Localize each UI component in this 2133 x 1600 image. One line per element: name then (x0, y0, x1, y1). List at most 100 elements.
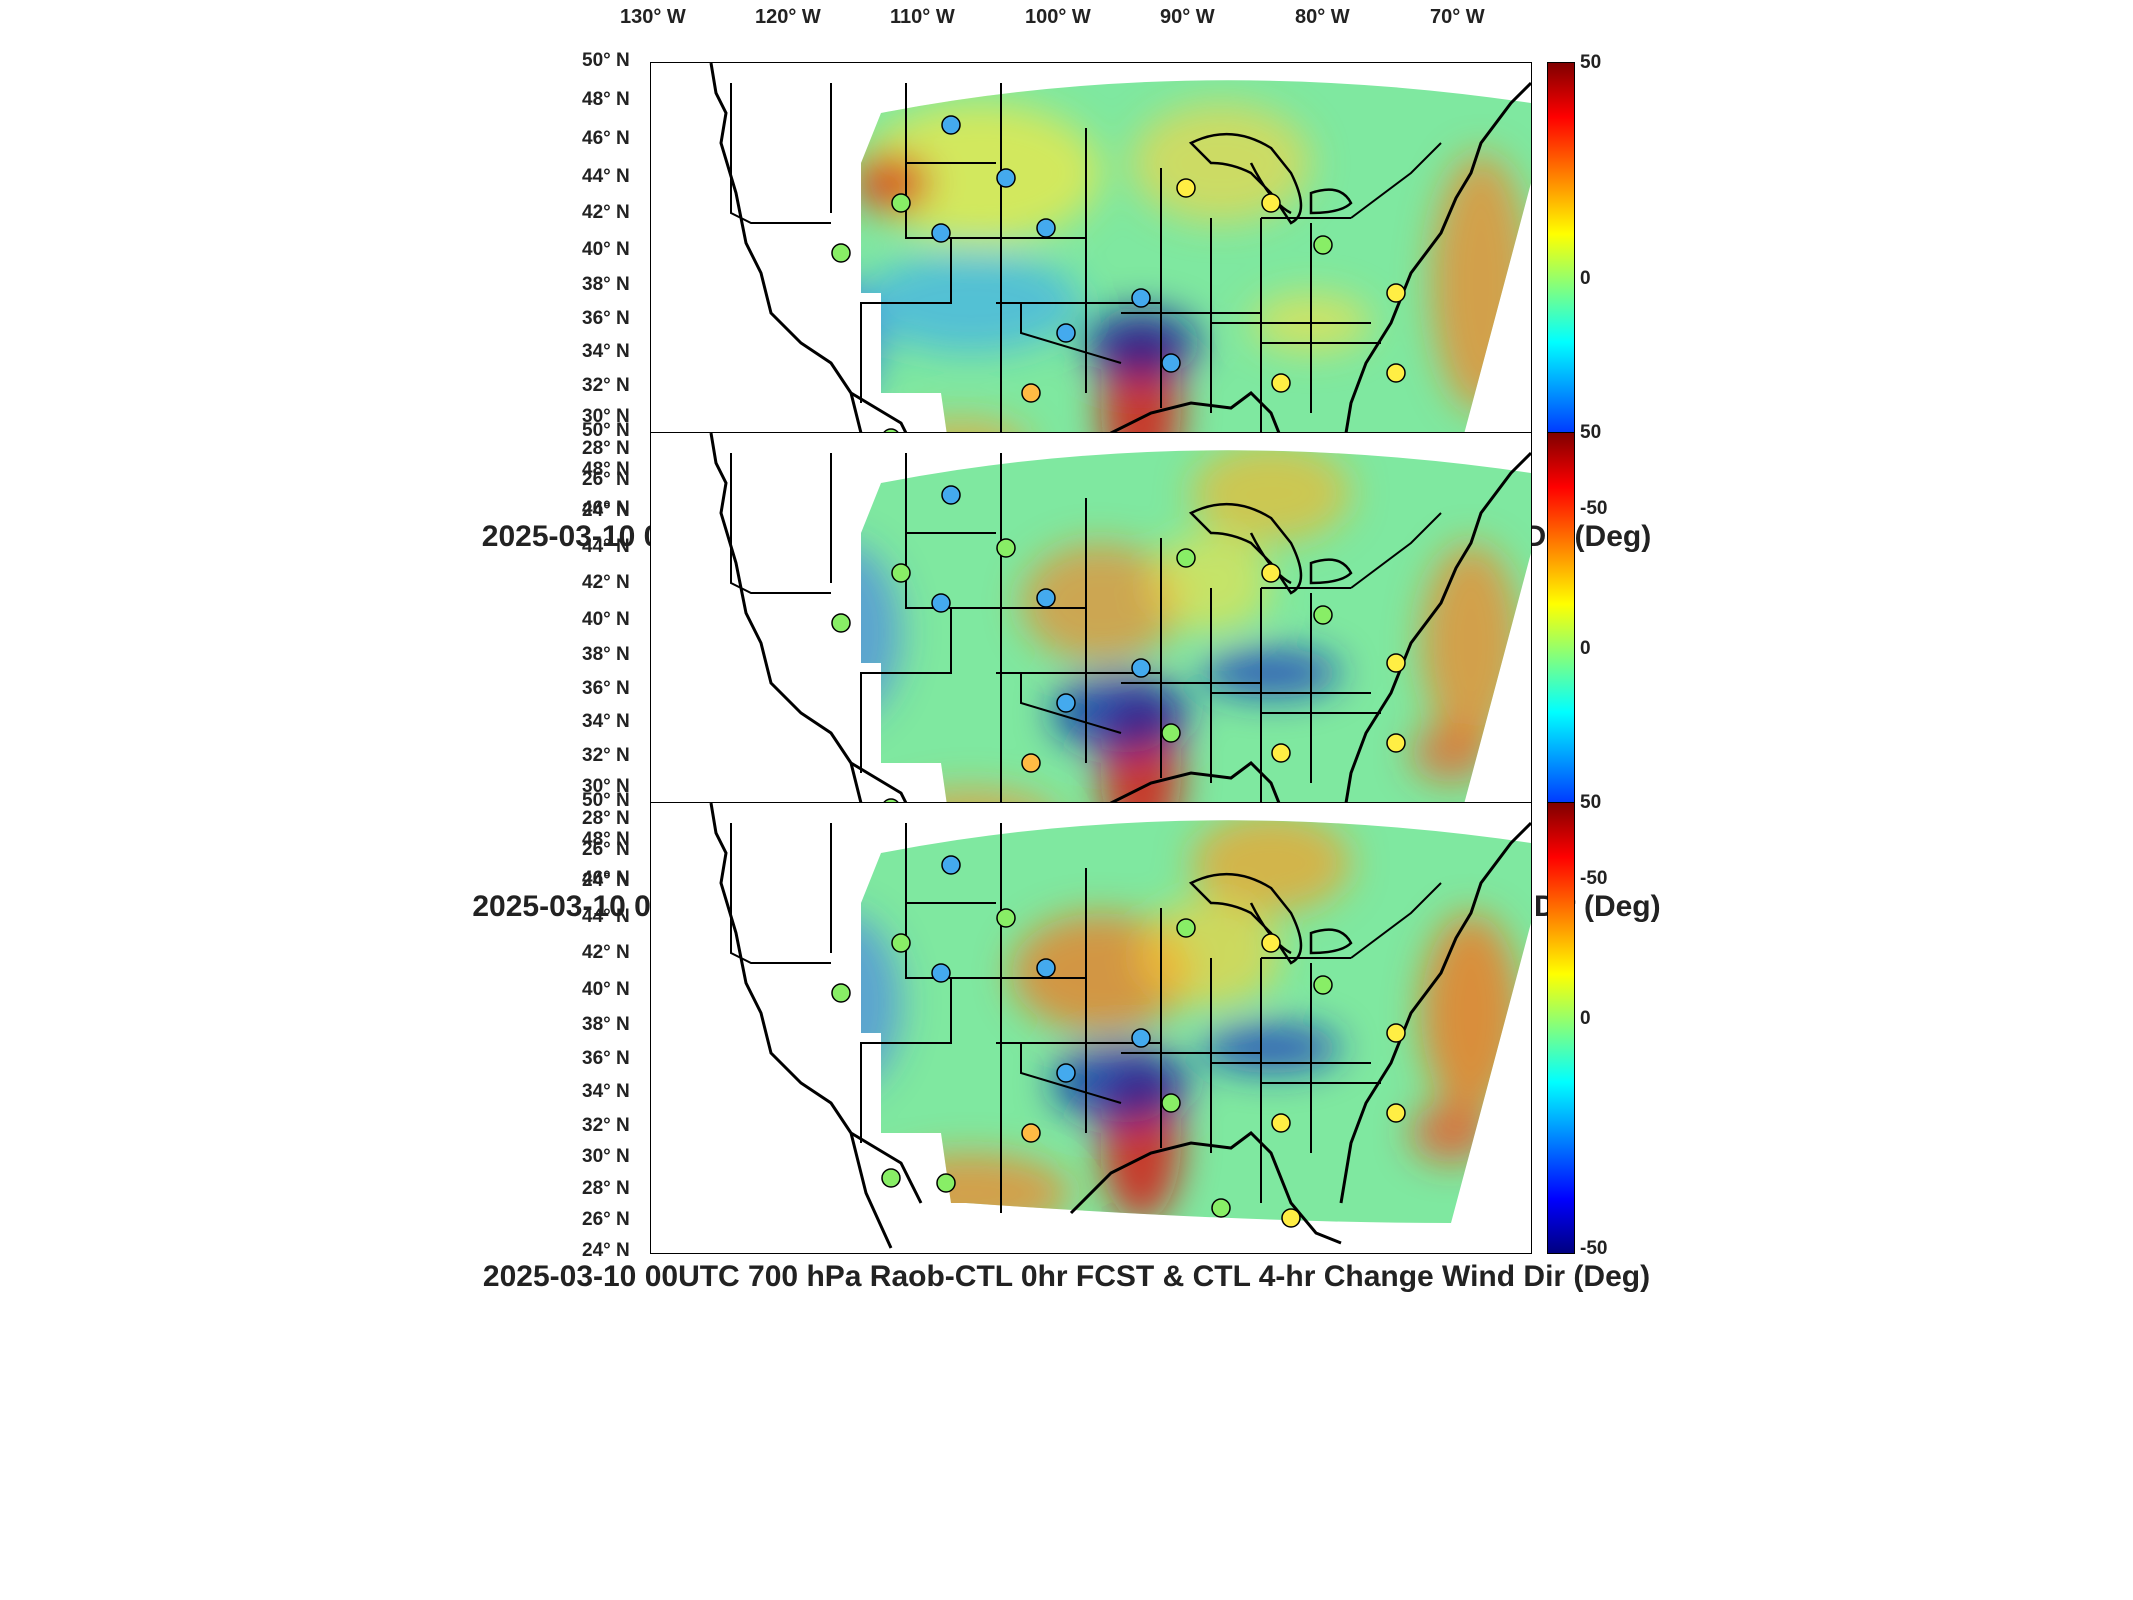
latitude-label: 34° N (582, 711, 630, 732)
coastline (709, 433, 1531, 879)
raob-station-marker (1036, 588, 1056, 608)
wind-direction-map (709, 803, 1531, 1249)
border-line (1211, 512, 1442, 714)
latitude-label: 38° N (582, 644, 630, 665)
raob-station-marker (931, 963, 951, 983)
latitude-label: 28° N (582, 1178, 630, 1199)
raob-station-marker (996, 168, 1016, 188)
field-blob (861, 273, 881, 413)
field-blob (1421, 543, 1521, 743)
raob-station-marker (1056, 693, 1076, 713)
latitude-label: 40° N (582, 239, 630, 260)
colorbar-tick-label: 0 (1580, 268, 1591, 289)
longitude-label: 100° W (1025, 6, 1091, 28)
raob-station-marker (1036, 958, 1056, 978)
raob-station-marker (1176, 178, 1196, 198)
latitude-label: 24° N (582, 870, 630, 891)
raob-station-marker (1036, 218, 1056, 238)
raob-station-marker (831, 613, 851, 633)
field-blob (861, 543, 901, 723)
field-blob (1191, 820, 1351, 913)
longitude-label: 130° W (620, 6, 686, 28)
latitude-label: 42° N (582, 202, 630, 223)
wind-direction-map (709, 63, 1531, 509)
raob-station-marker (831, 243, 851, 263)
field-blob (1421, 913, 1521, 1113)
raob-station-marker (1313, 605, 1333, 625)
raob-station-marker (996, 538, 1016, 558)
raob-station-marker (941, 855, 961, 875)
raob-station-marker (941, 485, 961, 505)
colorbar-tick-label: 0 (1580, 1008, 1591, 1029)
latitude-label: 36° N (582, 1048, 630, 1069)
raob-station-marker (1386, 1103, 1406, 1123)
latitude-label: 34° N (582, 1081, 630, 1102)
latitude-label: 46° N (582, 498, 630, 519)
latitude-label: 30° N (582, 776, 630, 797)
field-blob (1431, 153, 1531, 413)
raob-station-marker (996, 908, 1016, 928)
border-line (1211, 882, 1442, 1084)
latitude-label: 32° N (582, 1115, 630, 1136)
raob-station-marker (1056, 323, 1076, 343)
colorbar-tick-label: 50 (1580, 52, 1602, 73)
raob-station-marker (1131, 288, 1151, 308)
latitude-label: 44° N (582, 536, 630, 557)
latitude-label: 50° N (582, 50, 630, 71)
border-line (860, 453, 1086, 773)
border-line (1211, 142, 1442, 344)
latitude-label: 44° N (582, 906, 630, 927)
latitude-label: 36° N (582, 308, 630, 329)
raob-station-marker (1261, 933, 1281, 953)
latitude-label: 46° N (582, 868, 630, 889)
raob-station-marker (1313, 975, 1333, 995)
border-line (996, 128, 1261, 393)
longitude-label: 110° W (890, 6, 955, 28)
raob-station-marker (831, 983, 851, 1003)
latitude-label: 28° N (582, 438, 630, 459)
field-blob (1141, 898, 1281, 1008)
latitude-label: 24° N (582, 500, 630, 521)
raob-station-marker (1211, 1198, 1231, 1218)
coastline (709, 63, 1531, 509)
colorbar-tick-label: -50 (1580, 1238, 1608, 1259)
latitude-label: 50° N (582, 790, 630, 811)
field-blob (1201, 648, 1341, 698)
latitude-label: 30° N (582, 406, 630, 427)
latitude-label: 26° N (582, 839, 630, 860)
raob-station-marker (891, 563, 911, 583)
longitude-label: 90° W (1160, 6, 1215, 28)
raob-station-marker (891, 933, 911, 953)
latitude-label: 24° N (582, 1240, 630, 1261)
raob-station-marker (1271, 1113, 1291, 1133)
latitude-label: 40° N (582, 609, 630, 630)
raob-station-marker (1313, 235, 1333, 255)
longitude-label: 70° W (1430, 6, 1485, 28)
raob-station-marker (1021, 383, 1041, 403)
raob-station-marker (1281, 1208, 1301, 1228)
border-line (996, 498, 1261, 763)
latitude-label: 40° N (582, 979, 630, 1000)
field-blob (861, 253, 1081, 353)
latitude-label: 38° N (582, 274, 630, 295)
raob-station-marker (1131, 1028, 1151, 1048)
latitude-label: 44° N (582, 166, 630, 187)
latitude-label: 48° N (582, 459, 630, 480)
colorbar-tick-label: -50 (1580, 868, 1608, 889)
state-borders (709, 803, 1531, 1249)
raob-station-marker (941, 115, 961, 135)
raob-station-marker (931, 593, 951, 613)
colorbar-tick-label: 50 (1580, 422, 1602, 443)
field-blob (861, 913, 901, 1093)
raob-station-marker (1261, 193, 1281, 213)
latitude-label: 48° N (582, 829, 630, 850)
field-blob (1021, 543, 1181, 663)
field-blob (1201, 1023, 1341, 1073)
raob-station-marker (1261, 563, 1281, 583)
raob-station-marker (931, 223, 951, 243)
border-line (1160, 168, 1312, 463)
field-blob (1081, 308, 1201, 378)
latitude-label: 38° N (582, 1014, 630, 1035)
panel-title: 2025-03-10 00UTC 700 hPa Raob-CTL 0hr FC… (482, 1260, 1651, 1293)
raob-station-marker (1271, 373, 1291, 393)
